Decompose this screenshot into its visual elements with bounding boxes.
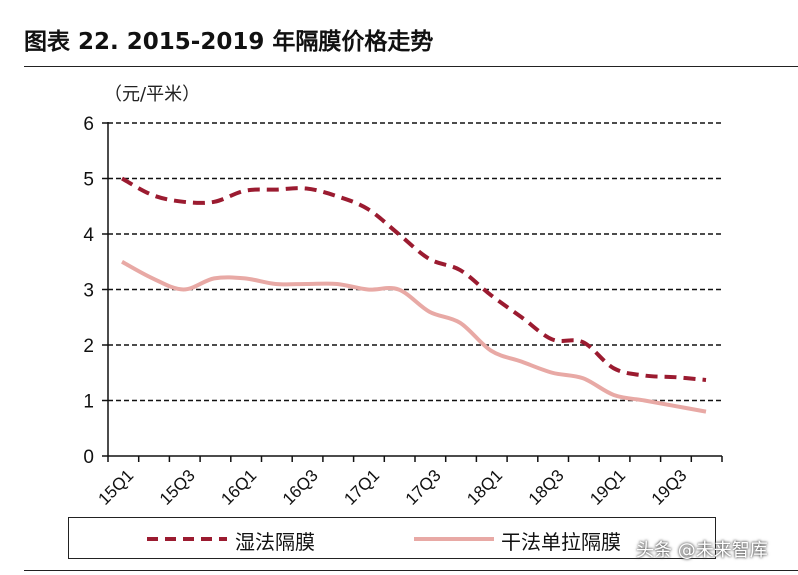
y-tick-label: 1 — [83, 392, 94, 413]
legend: 湿法隔膜 干法单拉隔膜 — [68, 517, 716, 559]
y-tick-label: 4 — [83, 225, 94, 246]
x-tick-label: 15Q3 — [156, 466, 199, 509]
x-tick-label: 19Q3 — [648, 466, 691, 509]
bottom-divider — [24, 570, 798, 571]
series-line-dry-separator — [121, 259, 707, 414]
x-tick-label: 17Q1 — [340, 466, 383, 509]
series-lines — [121, 176, 707, 414]
y-tick-label: 5 — [83, 170, 94, 191]
y-tick-label: 3 — [83, 281, 94, 302]
x-tick-label: 15Q1 — [94, 466, 137, 509]
y-axis-unit-label: （元/平米） — [104, 84, 201, 105]
legend-swatches — [147, 537, 494, 541]
watermark: 头条 @未来智库 — [636, 540, 768, 561]
x-tick-label: 18Q1 — [463, 466, 506, 509]
x-axis-tick-labels: 15Q1 15Q3 16Q1 16Q3 17Q1 17Q3 18Q1 18Q3 19Q1 19Q3 — [94, 456, 723, 509]
x-tick-label: 18Q3 — [525, 466, 568, 509]
chart-title: 图表 22. 2015-2019 年隔膜价格走势 — [24, 29, 434, 55]
grid-lines — [108, 122, 722, 402]
line-chart: 0 1 2 3 4 5 6 15Q1 15Q3 16Q1 16Q3 17Q1 17Q3 18Q1 18Q3… — [83, 114, 723, 509]
y-axis-tick-labels: 0 1 2 3 4 5 6 — [83, 114, 108, 468]
x-tick-label: 16Q3 — [279, 466, 322, 509]
x-tick-label: 19Q1 — [586, 466, 629, 509]
x-tick-label: 17Q3 — [402, 466, 445, 509]
title-divider — [24, 66, 798, 67]
series-line-wet-separator — [121, 176, 707, 382]
x-tick-label: 16Q1 — [217, 466, 260, 509]
y-tick-label: 0 — [83, 447, 94, 468]
legend-label-dry: 干法单拉隔膜 — [501, 530, 621, 554]
legend-label-wet: 湿法隔膜 — [235, 530, 315, 554]
y-tick-label: 6 — [83, 114, 94, 135]
y-tick-label: 2 — [83, 336, 94, 357]
